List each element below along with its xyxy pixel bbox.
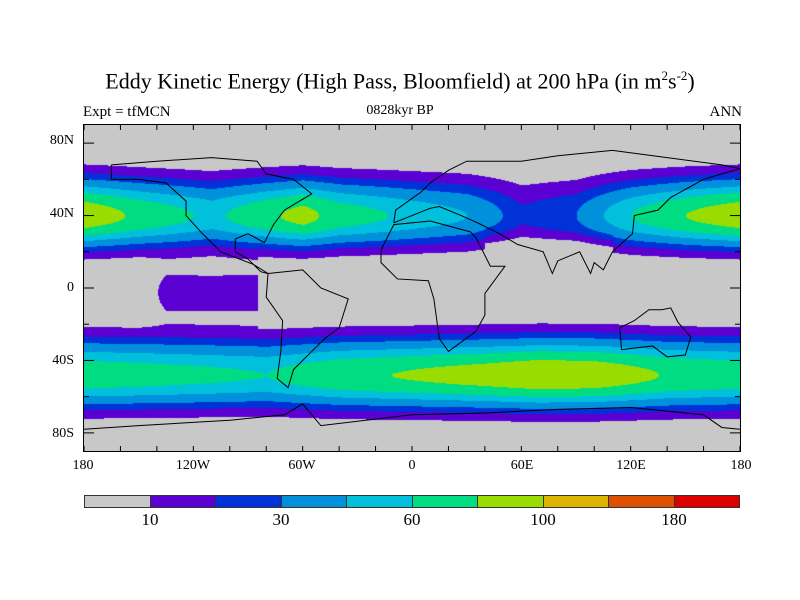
colorbar-box [347,496,413,507]
colorbar [84,495,740,508]
title-sup: 2 [661,68,669,83]
experiment-label: Expt = tfMCN [83,104,171,120]
coastline-south-america [265,269,349,389]
colorbar-box [674,496,739,507]
colorbar-box [609,496,675,507]
colorbar-box [281,496,347,507]
title-text-units: s [668,68,677,94]
title-text-end: ) [687,68,695,94]
plot-title: Eddy Kinetic Energy (High Pass, Bloomfie… [0,68,800,94]
lon-label: 120E [616,458,646,473]
map-panel [83,124,741,452]
colorbar-label: 60 [403,510,421,529]
lon-label: 60E [510,458,534,473]
coastline-eurasia [393,149,740,275]
colorbar-box [412,496,478,507]
colorbar-label: 10 [141,510,159,529]
plot-subtitle: 0828kyr BP [366,103,434,118]
colorbar-box [478,496,544,507]
eke-contour-field [84,125,740,451]
colorbar-label: 180 [661,510,687,529]
colorbar-label: 100 [530,510,556,529]
colorbar-box [216,496,282,507]
colorbar-label: 30 [272,510,290,529]
coastline-north-america [110,157,313,274]
colorbar-box [150,496,216,507]
lat-label: 0 [67,280,74,295]
colorbar-box [543,496,609,507]
lat-label: 80S [52,426,74,441]
lon-label: 180 [72,458,94,473]
coastline-australia [619,307,692,358]
season-label: ANN [709,104,743,120]
lat-label: 40N [49,206,74,221]
lat-label: 80N [49,133,74,148]
lon-label: 0 [408,458,416,473]
coastlines-and-ticks [84,125,740,451]
title-sup: -2 [676,68,688,83]
colorbar-box [85,496,151,507]
lon-label: 180 [730,458,752,473]
lon-label: 120W [175,458,211,473]
coastline-antarctica [84,403,740,430]
lat-label: 40S [52,353,74,368]
lon-label: 60W [288,458,316,473]
coastline-africa [380,220,506,353]
title-text: Eddy Kinetic Energy (High Pass, Bloomfie… [105,68,662,94]
